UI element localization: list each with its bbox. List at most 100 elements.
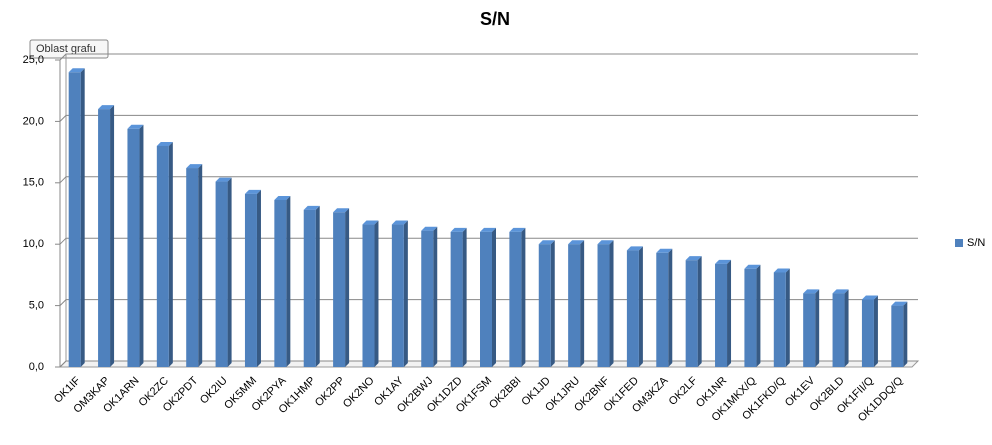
bar bbox=[626, 250, 639, 367]
bar-top bbox=[861, 295, 878, 300]
bar-side bbox=[697, 256, 702, 367]
bar-top bbox=[568, 240, 585, 245]
bar-side bbox=[462, 227, 467, 367]
bar-side bbox=[168, 141, 173, 367]
bar-side bbox=[110, 105, 115, 368]
bar-side bbox=[609, 240, 614, 367]
bar-top bbox=[362, 220, 379, 225]
bar-top bbox=[597, 240, 614, 245]
bar bbox=[274, 199, 287, 367]
bar bbox=[568, 244, 581, 367]
bar bbox=[450, 231, 463, 367]
bar-side bbox=[256, 189, 261, 367]
y-tick-label: 25,0 bbox=[23, 54, 44, 66]
bar-side bbox=[668, 248, 673, 367]
bar bbox=[509, 231, 522, 367]
bar-top bbox=[626, 246, 643, 251]
bar-top bbox=[538, 240, 555, 245]
y-tick-label: 0,0 bbox=[29, 361, 44, 373]
bar-top bbox=[421, 226, 438, 231]
bar-top bbox=[744, 264, 761, 269]
bar-side bbox=[198, 164, 203, 367]
bar bbox=[303, 209, 316, 367]
bar-top bbox=[480, 227, 496, 232]
grid-line bbox=[59, 237, 918, 245]
bar bbox=[715, 263, 728, 367]
bar bbox=[656, 252, 669, 367]
bar-side bbox=[903, 301, 908, 367]
bar bbox=[215, 181, 228, 367]
x-tick-label: OK2NO bbox=[341, 374, 377, 410]
bar-side bbox=[374, 220, 379, 367]
bar-top bbox=[215, 177, 232, 182]
bar-top bbox=[715, 259, 732, 264]
bar-top bbox=[773, 268, 790, 273]
bar-top bbox=[303, 205, 320, 210]
bar-top bbox=[244, 189, 261, 194]
bar-top bbox=[274, 195, 291, 200]
legend-label: S/N bbox=[967, 237, 985, 249]
bar bbox=[538, 244, 551, 367]
bar-top bbox=[509, 227, 526, 232]
bar bbox=[832, 293, 845, 367]
bar-side bbox=[580, 240, 585, 367]
bar bbox=[186, 168, 199, 367]
y-tick-label: 15,0 bbox=[23, 177, 44, 189]
bar-top bbox=[803, 289, 820, 294]
bar-top bbox=[156, 141, 173, 146]
bar bbox=[685, 260, 698, 367]
bar-side bbox=[345, 208, 350, 367]
bar bbox=[244, 193, 257, 367]
grid-line bbox=[59, 176, 918, 184]
bar bbox=[156, 145, 169, 367]
tooltip: Oblast grafu bbox=[29, 39, 109, 59]
x-tick-label: OK2BBI bbox=[487, 375, 524, 412]
bar-top bbox=[685, 256, 702, 261]
bar-top bbox=[656, 248, 673, 253]
bar-side bbox=[227, 177, 232, 367]
bar bbox=[744, 268, 757, 367]
bar-top bbox=[127, 124, 144, 129]
chart-title: S/N bbox=[480, 9, 510, 29]
y-tick-label: 5,0 bbox=[29, 300, 44, 312]
bar-side bbox=[139, 124, 144, 367]
bar-side bbox=[433, 226, 438, 367]
bar-top bbox=[832, 289, 849, 294]
bar-side bbox=[844, 289, 849, 367]
y-tick-label: 10,0 bbox=[23, 238, 44, 250]
bar-side bbox=[80, 68, 85, 367]
bar-side bbox=[550, 240, 555, 367]
bar bbox=[362, 224, 375, 367]
bar-top bbox=[333, 208, 350, 213]
bar-side bbox=[521, 227, 526, 367]
bar-side bbox=[756, 264, 761, 367]
bar bbox=[773, 272, 786, 367]
bar-top bbox=[98, 105, 115, 110]
bar-side bbox=[638, 246, 643, 367]
bar-top bbox=[68, 68, 85, 73]
bar-side bbox=[785, 268, 790, 367]
y-tick-label: 20,0 bbox=[23, 115, 44, 127]
legend-swatch bbox=[955, 239, 963, 247]
bar-top bbox=[891, 301, 908, 306]
bar bbox=[803, 293, 816, 367]
bar-side bbox=[403, 220, 408, 367]
bar-side bbox=[815, 289, 820, 367]
bar bbox=[98, 109, 111, 368]
bar-side bbox=[315, 205, 320, 367]
bar-side bbox=[286, 195, 291, 367]
bar-top bbox=[186, 164, 203, 169]
bar bbox=[391, 224, 404, 367]
bar-side bbox=[727, 259, 732, 367]
bar bbox=[861, 299, 874, 367]
bar bbox=[127, 128, 140, 367]
bar-top bbox=[391, 220, 408, 225]
bar-side bbox=[492, 227, 496, 367]
tooltip-text: Oblast grafu bbox=[36, 43, 96, 55]
bar bbox=[333, 212, 346, 367]
bar bbox=[597, 244, 610, 367]
bar bbox=[421, 230, 434, 367]
grid-line bbox=[59, 53, 918, 61]
bar-side bbox=[873, 295, 878, 367]
